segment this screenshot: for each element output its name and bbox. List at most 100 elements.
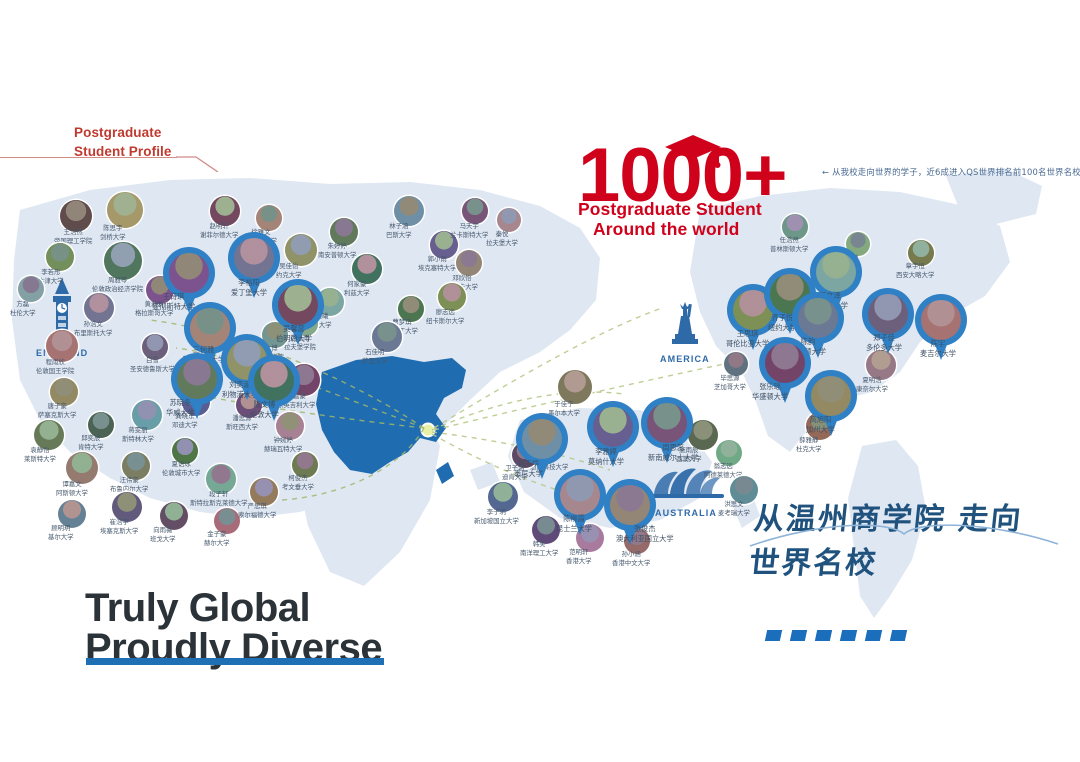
student-name: 程雨欣 — [45, 358, 65, 366]
map-pin-label: 王诗琪 曼彻斯特大学 — [152, 292, 195, 311]
student-name: 唐子豪 — [47, 402, 67, 410]
student-avatar — [398, 296, 424, 322]
dash-mark — [764, 630, 783, 641]
student-avatar-label: 陈思宇 剑桥大学 — [100, 224, 126, 242]
student-school: 西澳大学 — [676, 454, 702, 463]
student-school: 悉尼科技大学 — [530, 462, 569, 471]
student-avatar — [782, 214, 808, 240]
dash-decoration — [764, 630, 908, 641]
pin-student-school: 伦敦大学 — [250, 409, 279, 419]
student-avatar-label: 施雨辰 西澳大学 — [676, 446, 702, 464]
student-avatar-label: 严思琪 索尔福德大学 — [238, 502, 276, 520]
student-school: 阿伯丁大学 — [386, 326, 418, 335]
map-pin[interactable] — [810, 246, 862, 314]
pin-photo — [610, 485, 650, 525]
student-avatar — [908, 240, 934, 266]
student-school: 拉夫堡学院 — [284, 342, 316, 351]
student-avatar-label: 白雪 圣安德鲁斯大学 — [130, 356, 175, 374]
student-school: 考文垂大学 — [282, 482, 314, 491]
student-avatar-label: 袁静怡 莱斯特大学 — [24, 446, 56, 464]
map-pin[interactable] — [272, 279, 324, 347]
student-school: 杜克大学 — [796, 444, 822, 453]
map-pin[interactable] — [228, 232, 280, 300]
pin-photo — [593, 407, 633, 447]
student-school: 埃塞克斯大学 — [100, 526, 139, 535]
pin-photo — [190, 308, 230, 348]
student-avatar-label: 韩笑 南洋理工大学 — [520, 540, 558, 558]
landmark-statue-of-liberty: AMERICA — [660, 300, 710, 364]
student-name: 邱奕辰 — [81, 434, 101, 442]
student-avatar-label: 顾明玥 基尔大学 — [48, 524, 74, 542]
map-pin[interactable] — [641, 397, 693, 465]
student-school: 杜伦大学 — [10, 308, 36, 317]
map-pin[interactable] — [805, 370, 857, 438]
map-pin[interactable] — [604, 479, 656, 547]
student-name: 施雨辰 — [679, 446, 699, 454]
student-school: 阿斯顿大学 — [56, 488, 88, 497]
map-pin[interactable] — [792, 292, 844, 360]
student-avatar-label: 孙小涵 香港中文大学 — [612, 550, 650, 568]
student-name: 卫子涵 — [505, 464, 525, 472]
student-avatar-label: 廖志远 纽卡斯尔大学 — [426, 308, 464, 326]
student-avatar — [256, 205, 282, 231]
profile-label-line2: Student Profile — [74, 144, 172, 160]
map-pin[interactable] — [587, 401, 639, 469]
map-pin[interactable] — [759, 337, 811, 405]
student-school: 麦考瑞大学 — [718, 508, 750, 517]
student-name: 潘思源 — [232, 414, 252, 422]
pin-student-school: 伯明翰大学 — [276, 333, 312, 343]
student-avatar-label: 林子涵 巴斯大学 — [386, 222, 412, 240]
student-avatar-label: 朱婷婷 南安普顿大学 — [318, 242, 356, 260]
student-avatar-label: 崔浩宇 埃塞克斯大学 — [100, 518, 138, 536]
student-name: 王浩然 — [63, 228, 83, 236]
pin-student-name: 齐子悦 — [771, 313, 794, 322]
student-name: 薛雅静 — [799, 436, 819, 444]
student-school: 约克大学 — [276, 270, 302, 279]
map-pin[interactable] — [554, 469, 606, 537]
student-school: 利兹大学 — [344, 288, 370, 297]
student-avatar-label: 薛雅静 杜克大学 — [796, 436, 822, 454]
student-avatar-label: 何家豪 利兹大学 — [344, 280, 370, 298]
pin-student-name: 王思琪 — [736, 329, 759, 338]
student-school: 剑桥大学 — [100, 232, 126, 241]
student-avatar-label: 钟婉婷 赫瑞瓦特大学 — [264, 436, 302, 454]
map-pin[interactable] — [862, 288, 914, 356]
student-name: 夏语冰 — [171, 460, 191, 468]
student-avatar — [46, 330, 78, 362]
map-pin[interactable] — [171, 353, 223, 421]
student-avatar-label: 秦悦 拉夫堡大学 — [486, 230, 518, 248]
student-school: 牛津大学 — [38, 276, 64, 285]
student-avatar-label: 翁志远 阿德莱德大学 — [704, 462, 742, 480]
pin-photo — [798, 298, 838, 338]
map-pin[interactable] — [163, 247, 215, 315]
sydney-opera-house-icon — [644, 464, 728, 505]
landmark-caption: AMERICA — [660, 354, 710, 364]
student-school: 萨里大学 — [362, 356, 388, 365]
map-pin-label: 张乐瑶 华盛顿大学 — [752, 382, 788, 401]
pin-photo — [560, 475, 600, 515]
map-pin[interactable] — [248, 355, 300, 423]
map-pin[interactable] — [516, 413, 568, 481]
student-school: 墨尔本大学 — [548, 408, 580, 417]
student-avatar-label: 方磊 杜伦大学 — [10, 300, 36, 318]
calligraphy-swoosh — [749, 524, 1059, 547]
pin-student-name: 刘奕涵 — [229, 380, 251, 389]
cn-caption: ← 从我校走向世界的学子，近6成进入QS世界排名前100名世界名校。 — [822, 167, 1080, 177]
map-pin[interactable] — [915, 294, 967, 362]
student-avatar — [210, 196, 240, 226]
student-school: 西安大略大学 — [896, 270, 935, 279]
student-name: 石佳明 — [365, 348, 385, 356]
statue-of-liberty-icon — [660, 300, 710, 351]
student-avatar-label: 段子轩 斯特拉斯克莱德大学 — [190, 490, 248, 508]
student-school: 纽卡斯尔大学 — [426, 316, 465, 325]
map-pin-label: 陈文博 伦敦大学 — [250, 400, 279, 419]
student-avatar-label: 黄莉莉 格拉斯哥大学 — [135, 300, 173, 318]
student-avatar — [730, 476, 758, 504]
map-pin-label: 王思琪 哥伦比亚大学 — [726, 329, 769, 348]
pin-photo — [647, 403, 687, 443]
student-avatar — [214, 508, 240, 534]
student-school: 香港大学 — [566, 556, 592, 565]
student-avatar — [688, 420, 718, 450]
student-name: 龚晓东 — [175, 412, 195, 420]
